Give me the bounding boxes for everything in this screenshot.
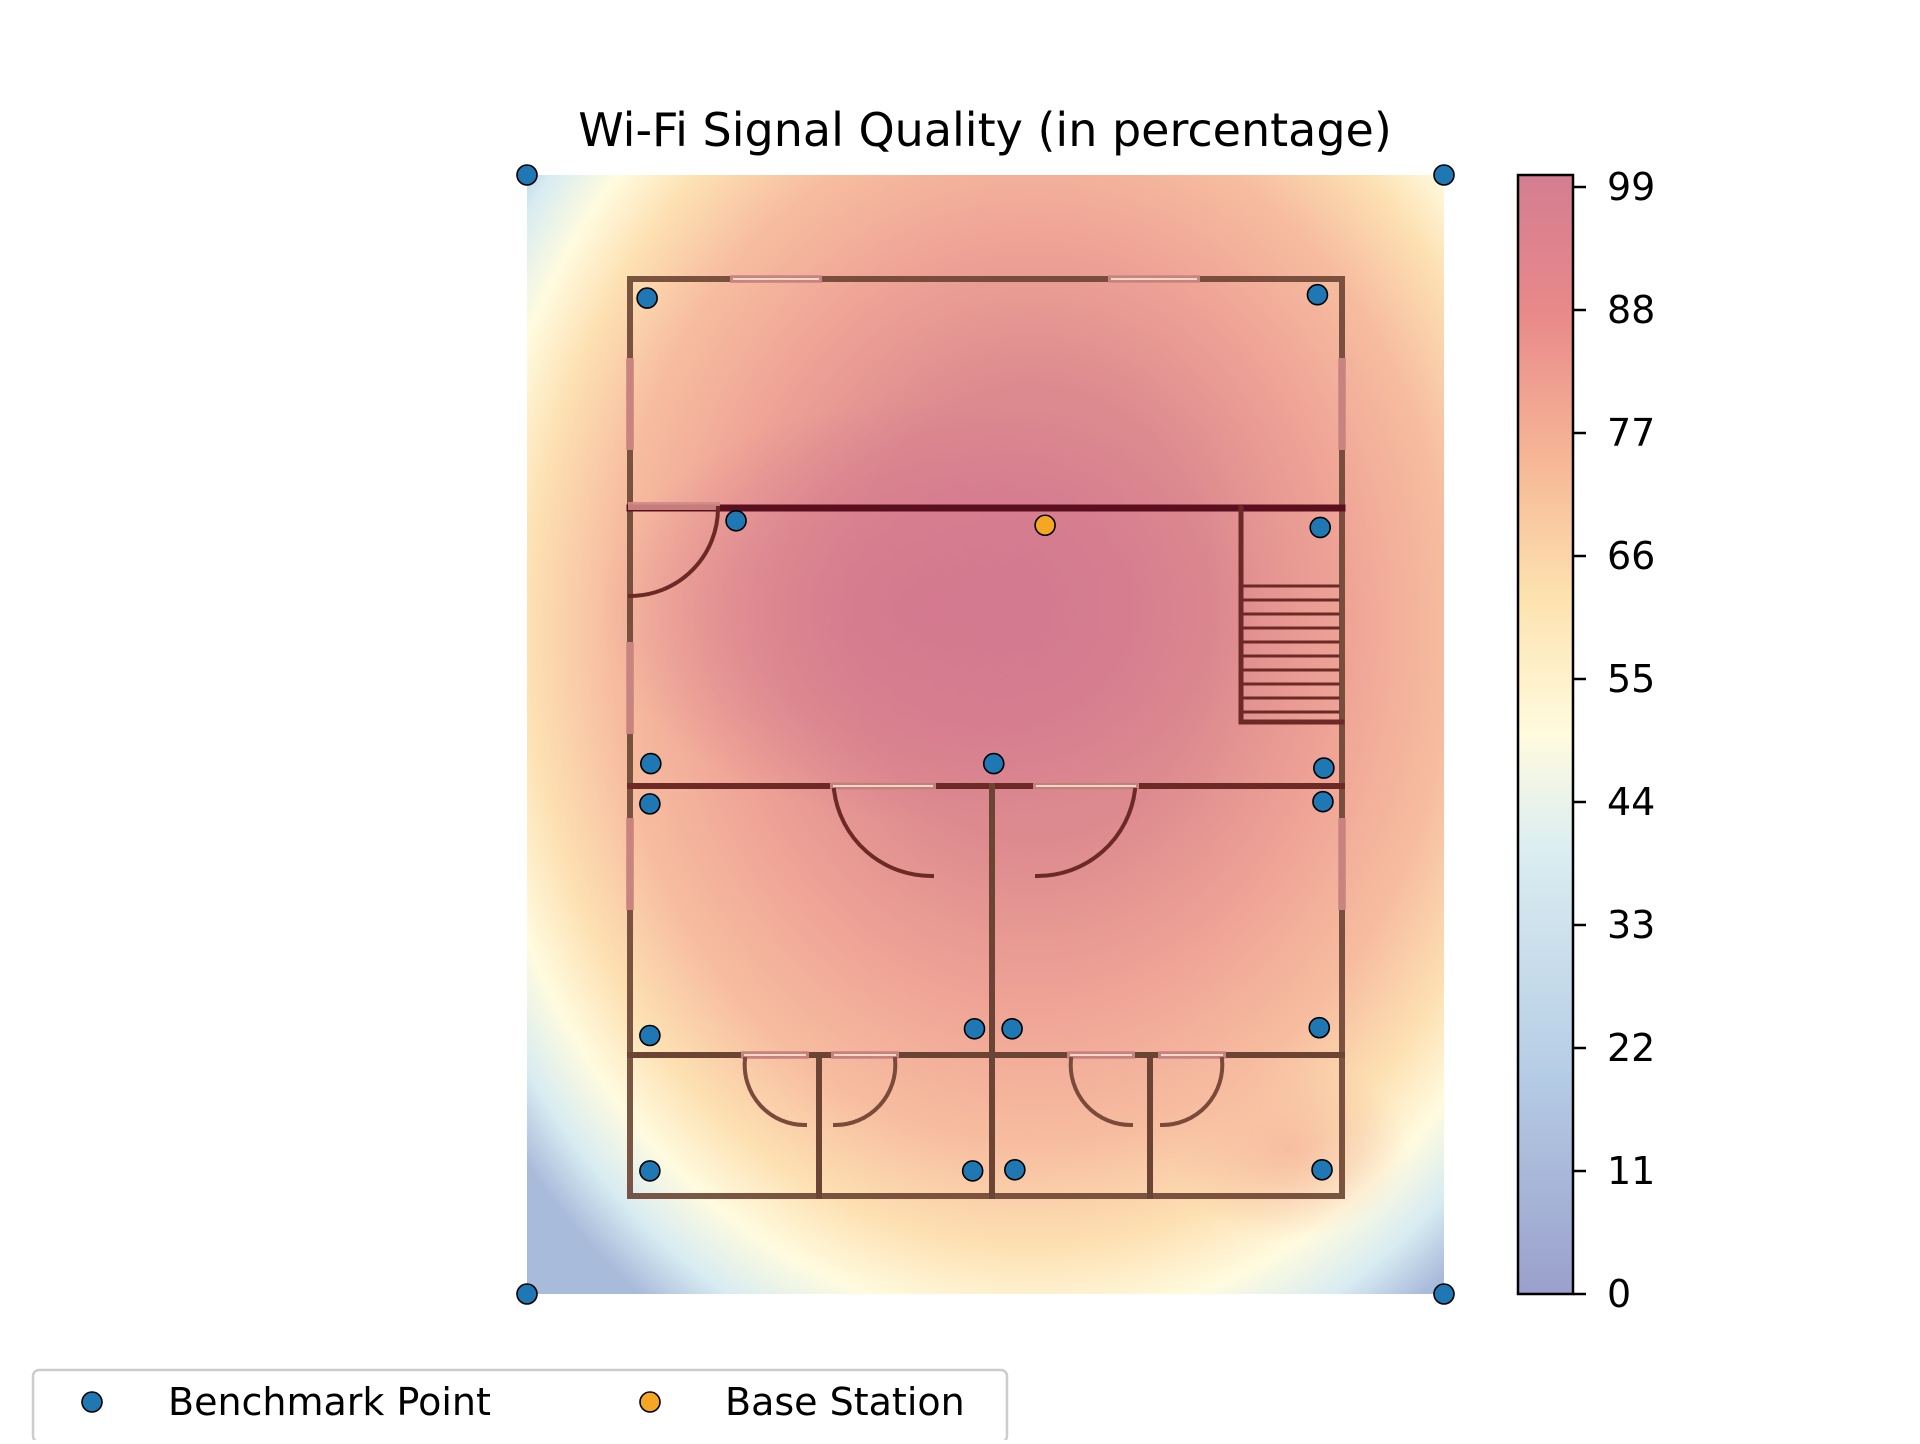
- colorbar-tick-label: 88: [1607, 288, 1655, 332]
- legend-benchmark-label: Benchmark Point: [168, 1380, 491, 1424]
- floor-plan: [626, 275, 1346, 1199]
- signal-heatmap: [527, 175, 1444, 1294]
- benchmark-point-9: [639, 752, 662, 775]
- chart-title: Wi-Fi Signal Quality (in percentage): [578, 103, 1392, 157]
- benchmark-point-7: [725, 509, 747, 532]
- benchmark-point-13: [1312, 790, 1334, 813]
- benchmark-point-8: [1309, 516, 1332, 539]
- colorbar-tick-label: 33: [1607, 903, 1655, 947]
- benchmark-point-16: [1001, 1017, 1023, 1040]
- benchmark-point-19: [961, 1160, 984, 1182]
- legend-base-station-label: Base Station: [725, 1380, 965, 1424]
- benchmark-point-3: [516, 1283, 538, 1305]
- colorbar-tick-label: 66: [1607, 534, 1655, 578]
- colorbar-tick-label: 44: [1607, 780, 1655, 824]
- legend-benchmark-marker: [81, 1391, 103, 1413]
- benchmark-point-2: [1433, 164, 1455, 186]
- benchmark-point-4: [1433, 1283, 1455, 1305]
- colorbar-tick-label: 55: [1607, 657, 1655, 701]
- benchmark-point-12: [639, 793, 661, 815]
- benchmark-point-15: [963, 1017, 986, 1040]
- legend-base-station-marker: [639, 1391, 661, 1413]
- legend: Benchmark Point Base Station: [31, 1368, 1009, 1444]
- benchmark-point-14: [639, 1024, 661, 1047]
- colorbar-tick-label: 77: [1607, 411, 1655, 455]
- benchmark-point-5: [636, 287, 658, 309]
- base-station-point: [1034, 514, 1056, 537]
- benchmark-point-1: [516, 164, 538, 186]
- benchmark-point-18: [639, 1160, 661, 1182]
- colorbar: 0 11 22 33 44 55 66 77 88 99: [1516, 165, 1655, 1316]
- benchmark-point-17: [1308, 1016, 1331, 1039]
- benchmark-point-11: [1313, 757, 1335, 779]
- colorbar-tick-label: 22: [1607, 1026, 1655, 1070]
- benchmark-point-10: [982, 752, 1005, 775]
- measurement-markers: [516, 164, 1455, 1305]
- benchmark-point-21: [1311, 1158, 1333, 1181]
- colorbar-tick-label: 0: [1607, 1272, 1631, 1316]
- benchmark-point-6: [1306, 283, 1329, 306]
- colorbar-tick-label: 11: [1607, 1149, 1655, 1193]
- colorbar-tick-label: 99: [1607, 165, 1655, 209]
- benchmark-point-20: [1004, 1158, 1026, 1181]
